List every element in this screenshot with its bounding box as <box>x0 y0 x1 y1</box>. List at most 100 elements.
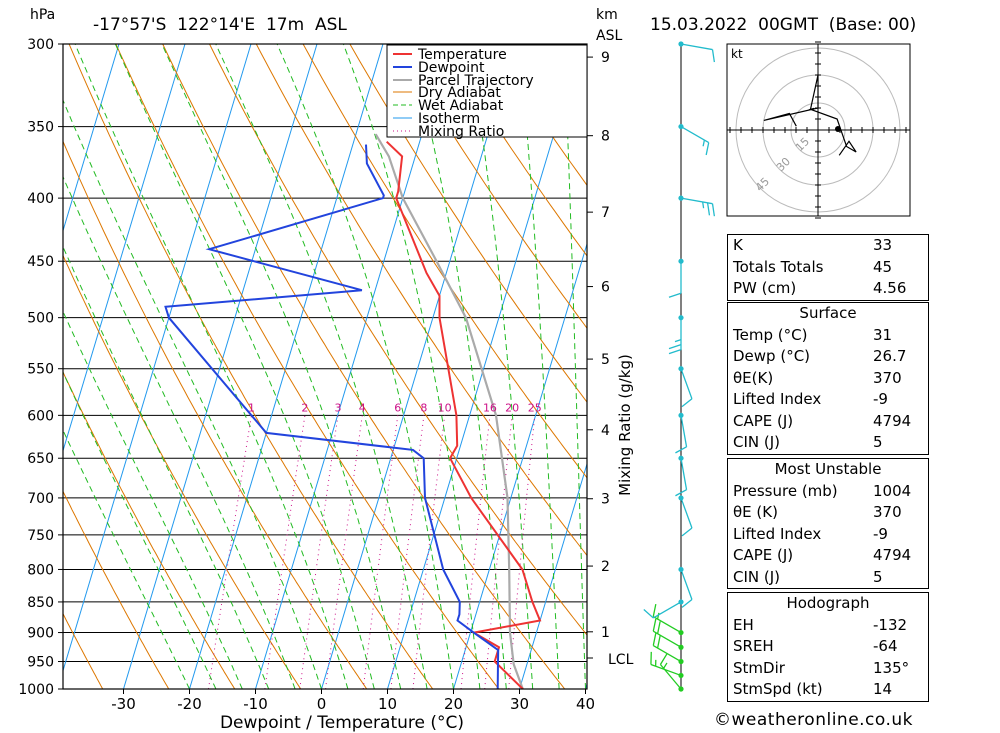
isotherm-line <box>63 44 186 453</box>
pressure-tick-label: 900 <box>27 626 54 642</box>
isotherm-line <box>63 44 252 673</box>
surface-li-label: Lifted Index <box>733 390 822 408</box>
mu-li-label: Lifted Index <box>733 524 822 543</box>
wind-barb-flag <box>652 632 657 646</box>
mu-li-value: -9 <box>873 524 888 543</box>
hodograph-box: Hodograph EH -132 SREH -64 StmDir 135° StmS… <box>727 592 929 702</box>
mixing-ratio-label: 20 <box>505 401 519 414</box>
wind-barb-staff <box>680 197 713 205</box>
wind-barb <box>678 41 716 63</box>
wind-barb-dot <box>678 195 684 201</box>
wind-barb-flag <box>706 202 711 216</box>
pressure-tick-label: 650 <box>27 451 54 467</box>
wind-barb-flag <box>643 609 654 619</box>
wind-barb-staff <box>652 615 682 634</box>
datetime-title: 15.03.2022 00GMT (Base: 00) <box>650 15 916 35</box>
dry-adiabat-line <box>63 140 368 689</box>
location-title: -17°57'S 122°14'E 17m ASL <box>93 15 347 35</box>
dry-adiabat-line <box>950 35 1000 689</box>
temperature-tick-label: 30 <box>510 695 529 713</box>
legend-temperature: Temperature <box>417 47 507 63</box>
wind-barb-flag <box>681 527 693 537</box>
pressure-tick-label: 550 <box>27 362 54 378</box>
wet-adiabat-line <box>563 44 586 689</box>
mu-pressure-label: Pressure (mb) <box>733 481 838 500</box>
km-tick-label: 7 <box>601 205 610 221</box>
temperature-tick-label: 10 <box>378 695 397 713</box>
legend-isotherm: Isotherm <box>418 111 480 127</box>
pw-value: 4.56 <box>873 279 907 297</box>
wet-adiabat-line <box>114 44 375 689</box>
wind-barb-staff <box>680 126 710 144</box>
wind-barb-dot <box>678 644 684 650</box>
most-unstable-title: Most Unstable <box>774 460 882 478</box>
wet-adiabat-line <box>467 44 534 689</box>
wind-barb <box>675 455 688 497</box>
dry-adiabat-line <box>63 370 236 689</box>
plot-frame <box>62 43 588 690</box>
km-tick-label: 1 <box>601 625 610 641</box>
surface-title: Surface <box>799 304 857 322</box>
pressure-tick-label: 350 <box>27 120 54 136</box>
temperature-tick-label: -30 <box>111 695 136 713</box>
surface-cin-label: CIN (J) <box>733 433 781 451</box>
isotherm-line <box>189 44 384 689</box>
pressure-tick-label: 500 <box>27 311 54 327</box>
wind-barb <box>678 195 716 217</box>
wind-profile <box>643 41 716 692</box>
surface-theta-label: θE(K) <box>733 368 774 387</box>
mixing-ratio-line <box>299 415 339 689</box>
surface-box: Surface Temp (°C) 31 Dewp (°C) 26.7 θE(K) 3… <box>727 302 929 455</box>
pressure-tick-label: 300 <box>27 37 54 53</box>
dewpoint-line <box>164 144 500 689</box>
sreh-label: SREH <box>733 637 774 655</box>
legend-parcel: Parcel Trajectory <box>418 73 534 89</box>
mu-cin-label: CIN (J) <box>733 567 781 586</box>
dry-adiabat-line <box>63 612 104 689</box>
temperature-tick-label: -20 <box>177 695 202 713</box>
pressure-tick-label: 800 <box>27 562 54 578</box>
isotherm-line <box>63 44 120 233</box>
km-tick-label: 5 <box>601 352 610 368</box>
wind-barb-half-flag <box>702 201 705 209</box>
wind-barb <box>668 258 684 298</box>
x-axis-label: Dewpoint / Temperature (°C) <box>220 713 464 733</box>
wind-barb <box>675 412 688 454</box>
wind-barb <box>678 366 693 408</box>
wind-barb <box>652 618 684 650</box>
surface-cape-value: 4794 <box>873 411 912 430</box>
stmdir-label: StmDir <box>733 658 785 677</box>
stmspd-label: StmSpd (kt) <box>733 680 823 698</box>
mixing-ratio-line <box>390 415 425 689</box>
legend-dry-adiabat: Dry Adiabat <box>418 85 501 101</box>
surface-temp-label: Temp (°C) <box>733 325 808 344</box>
wind-barb-flag <box>668 292 682 298</box>
surface-cape-label: CAPE (J) <box>733 411 794 430</box>
km-tick-label: 6 <box>601 280 610 296</box>
wet-adiabat-line <box>161 44 402 689</box>
hodograph-unit-label: kt <box>731 47 743 61</box>
wind-barb-flag <box>705 142 710 156</box>
mixing-ratio-axis-label: Mixing Ratio (g/kg) <box>616 354 634 496</box>
wind-barb-staff <box>652 644 682 663</box>
wind-barb-staff <box>650 663 682 677</box>
wind-barb-flag <box>652 604 657 617</box>
wet-adiabat-line <box>63 245 270 689</box>
isotherm-line <box>387 44 582 689</box>
wet-adiabat-line <box>215 44 428 689</box>
wet-adiabat-line <box>276 44 454 689</box>
isotherm-line <box>519 462 587 689</box>
wind-barb-dot <box>678 658 684 665</box>
isotherm-line <box>453 242 587 689</box>
dry-adiabat-line <box>115 44 500 689</box>
wind-barb-staff <box>652 601 682 619</box>
isotherm-line <box>123 44 318 689</box>
wind-barb-flag <box>675 446 687 454</box>
pressure-tick-label: 950 <box>27 655 54 671</box>
dry-adiabat-line <box>162 44 566 689</box>
mu-cape-value: 4794 <box>873 546 912 564</box>
wind-barb-flag <box>668 349 682 355</box>
wind-barb <box>643 599 684 619</box>
wind-barb-flag <box>711 203 716 217</box>
